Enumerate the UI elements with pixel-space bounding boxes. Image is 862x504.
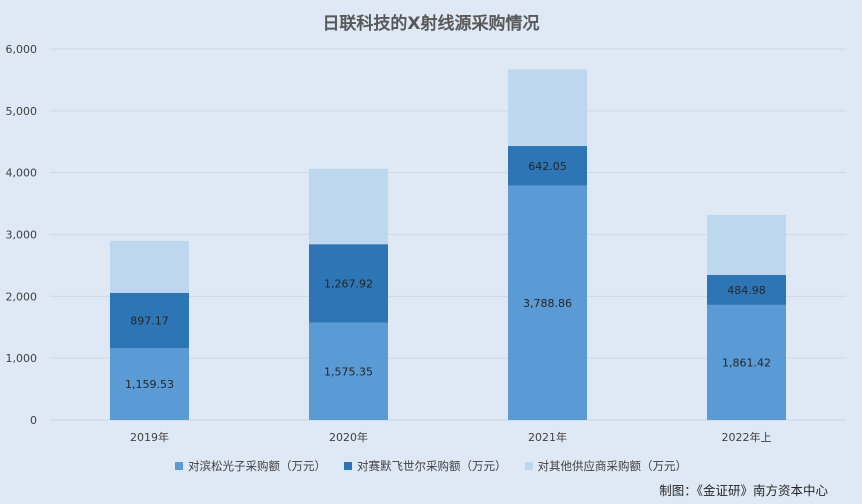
- legend-label: 对滨松光子采购额（万元）: [188, 459, 326, 473]
- bar-2-1: [508, 146, 587, 186]
- x-tick-label: 2020年: [329, 430, 368, 444]
- chart-title: 日联科技的X射线源采购情况: [322, 14, 540, 34]
- legend-item: 对赛默飞世尔采购额（万元）: [344, 458, 507, 474]
- data-label: 484.98: [727, 284, 766, 297]
- legend-item: 对其他供应商采购额（万元）: [524, 458, 688, 474]
- x-tick-label: 2022年上: [722, 430, 772, 444]
- y-tick-label: 6,000: [6, 43, 38, 56]
- bar-3-0: [707, 304, 786, 420]
- data-labels: 1,159.53 897.17 1,575.35 1,267.92 3,788.86 64…: [125, 160, 771, 391]
- data-label: 642.05: [528, 160, 567, 173]
- legend-swatch: [524, 462, 533, 470]
- x-tick-label: 2019年: [130, 430, 169, 444]
- data-label: 897.17: [130, 315, 169, 328]
- bar-1-1: [309, 244, 388, 323]
- legend-item: 对滨松光子采购额（万元）: [175, 458, 326, 474]
- bar-2-2: [508, 69, 587, 147]
- data-label: 1,159.53: [125, 378, 174, 391]
- bar-2-0: [508, 185, 587, 420]
- bar-3-1: [707, 274, 786, 305]
- bar-1-2: [309, 168, 388, 245]
- bar-1-0: [309, 322, 388, 420]
- bar-0-1: [110, 292, 189, 349]
- x-tick-label: 2021年: [528, 430, 567, 444]
- legend-swatch: [344, 462, 352, 470]
- data-label: 1,267.92: [324, 277, 373, 290]
- legend-swatch: [175, 462, 183, 470]
- bars: [110, 69, 786, 420]
- data-label: 1,575.35: [324, 365, 373, 378]
- bar-3-2: [707, 214, 786, 275]
- x-axis-ticks: 2019年 2020年 2021年 2022年上: [130, 430, 772, 444]
- y-tick-label: 1,000: [6, 352, 38, 365]
- legend-label: 对赛默飞世尔采购额（万元）: [357, 459, 507, 473]
- y-tick-label: 5,000: [6, 105, 38, 118]
- y-tick-label: 2,000: [6, 290, 38, 303]
- y-tick-label: 0: [30, 414, 37, 427]
- source-note: 制图：《金证研》南方资本中心: [659, 483, 828, 498]
- data-label: 3,788.86: [523, 297, 572, 310]
- legend: 对滨松光子采购额（万元） 对赛默飞世尔采购额（万元） 对其他供应商采购额（万元）: [0, 458, 862, 474]
- data-label: 1,861.42: [722, 356, 771, 369]
- y-tick-label: 3,000: [6, 229, 38, 242]
- bar-0-2: [110, 240, 189, 293]
- y-axis-ticks: 0 1,000 2,000 3,000 4,000 5,000 6,000: [6, 43, 38, 427]
- legend-label: 对其他供应商采购额（万元）: [537, 459, 688, 473]
- y-tick-label: 4,000: [6, 167, 38, 180]
- bar-0-0: [110, 348, 189, 420]
